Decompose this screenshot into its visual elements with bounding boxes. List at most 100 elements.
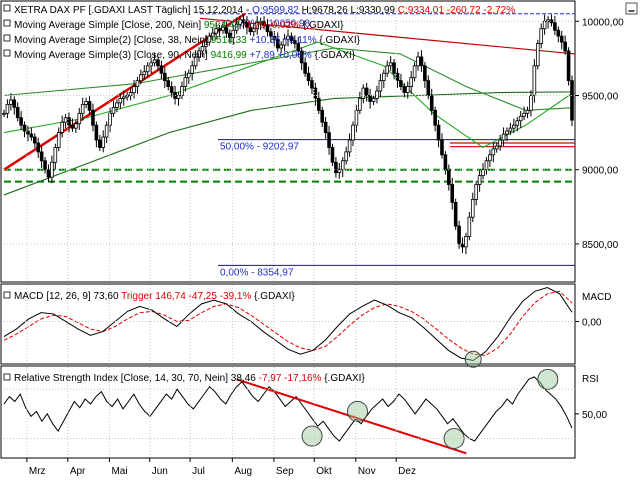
legend-marker-icon bbox=[3, 291, 11, 299]
candle-body bbox=[535, 43, 540, 67]
rsi-line bbox=[3, 376, 573, 442]
candle-body bbox=[313, 87, 318, 99]
candle-body bbox=[467, 216, 472, 237]
candle-body bbox=[279, 44, 283, 49]
candle-body bbox=[197, 50, 201, 58]
candle-body bbox=[166, 80, 171, 87]
candle-body bbox=[258, 20, 263, 24]
candle-body bbox=[245, 22, 249, 28]
candle-body bbox=[74, 123, 78, 129]
candle-body bbox=[186, 72, 191, 79]
candle-body bbox=[234, 23, 239, 31]
candle-body bbox=[508, 127, 513, 132]
candle-body bbox=[101, 136, 106, 148]
candle-body bbox=[334, 161, 338, 174]
price-legend-entry: Moving Average Simple [Close, 200, Nein]… bbox=[14, 20, 344, 31]
candle-body bbox=[378, 80, 383, 92]
candle-body bbox=[2, 112, 6, 115]
candle-body bbox=[77, 112, 82, 125]
candle-body bbox=[19, 117, 23, 126]
macd-trigger-line bbox=[3, 290, 573, 356]
legend-group: XETRA DAX PF [.GDAXI LAST Täglich] 15.12… bbox=[3, 4, 515, 384]
rsi-annotation-circle bbox=[301, 425, 323, 447]
uptrend-line bbox=[3, 12, 246, 171]
legend-part: 9514,33 bbox=[211, 35, 248, 46]
legend-part: 9524,47 bbox=[204, 20, 241, 31]
candle-body bbox=[87, 101, 92, 111]
candle-body bbox=[111, 106, 116, 114]
candle-body bbox=[210, 32, 215, 37]
candle-body bbox=[286, 35, 290, 40]
candle-body bbox=[262, 20, 266, 27]
ma90-line bbox=[3, 47, 573, 111]
candle-body bbox=[327, 132, 331, 148]
fib-level-label: 50,00% - 9202,97 bbox=[220, 142, 299, 153]
rsi-panel bbox=[0, 365, 576, 459]
candle-body bbox=[320, 109, 325, 123]
candle-body bbox=[70, 124, 75, 129]
legend-part: MACD [12, 26, 9] 73,60 bbox=[14, 291, 121, 302]
candle-body bbox=[159, 65, 164, 74]
candle-body bbox=[255, 22, 260, 30]
legend-marker-icon bbox=[3, 34, 11, 42]
candle-body bbox=[340, 160, 345, 171]
month-tick-label: Okt bbox=[316, 466, 332, 477]
candle-body bbox=[440, 139, 444, 156]
candle-body bbox=[337, 169, 342, 174]
candle-body bbox=[518, 115, 523, 122]
axes-group: Mrz Apr Mai Jun Jul Aug Sep Okt Nov Dez 10000,00 95… bbox=[4, 2, 624, 477]
legend-part: -1,79 -0,02% bbox=[240, 20, 300, 31]
candle-body bbox=[416, 56, 420, 67]
candle-body bbox=[15, 106, 20, 119]
candle-body bbox=[248, 26, 253, 33]
candle-body bbox=[63, 117, 68, 123]
candle-body bbox=[5, 103, 10, 114]
candle-body bbox=[149, 62, 153, 67]
candle-body bbox=[405, 86, 410, 93]
candle-body bbox=[330, 147, 335, 163]
legend-part: +10,36 +0,11% bbox=[247, 35, 317, 46]
candle-body bbox=[368, 95, 372, 102]
candle-body bbox=[443, 154, 448, 171]
candle-body bbox=[570, 80, 574, 121]
candle-body bbox=[347, 139, 352, 153]
candle-body bbox=[512, 124, 516, 129]
minimize-icon[interactable] bbox=[625, 2, 638, 15]
candle-body bbox=[412, 65, 417, 79]
legend-part: XETRA DAX PF [.GDAXI LAST Täglich] 15.12… bbox=[14, 5, 252, 16]
candle-body bbox=[272, 35, 277, 40]
candle-body bbox=[56, 132, 61, 148]
legend-part: {.GDAXI} bbox=[317, 35, 361, 46]
candle-body bbox=[67, 117, 71, 126]
month-tick-label: Jul bbox=[192, 466, 205, 477]
candle-body bbox=[354, 109, 359, 126]
macd-legend-entry: MACD [12, 26, 9] 73,60 Trigger 146,74 -4… bbox=[14, 291, 295, 302]
candle-body bbox=[282, 38, 287, 46]
candle-body bbox=[361, 87, 366, 99]
candle-body bbox=[484, 160, 489, 171]
candle-body bbox=[152, 59, 157, 64]
candle-body bbox=[426, 80, 431, 96]
candle-body bbox=[494, 145, 499, 150]
rsi-annotation-circle bbox=[347, 400, 369, 422]
candle-body bbox=[36, 142, 41, 153]
legend-part: Relative Strength Index [Close, 14, 30, … bbox=[14, 373, 259, 384]
candle-body bbox=[180, 86, 184, 96]
candle-body bbox=[423, 65, 427, 82]
candle-body bbox=[532, 65, 537, 96]
legend-part: H:9678,26 L:9330,99 bbox=[299, 5, 398, 16]
legend-part: Trigger 146,74 bbox=[121, 291, 186, 302]
candle-body bbox=[53, 147, 58, 163]
candle-body bbox=[169, 86, 174, 93]
candle-body bbox=[542, 20, 547, 30]
candle-body bbox=[409, 77, 413, 87]
price-y-tick-label: 8500,00 bbox=[582, 240, 619, 251]
candle-body bbox=[303, 62, 307, 74]
legend-marker-icon bbox=[3, 49, 11, 57]
candle-body bbox=[293, 40, 297, 44]
price-legend-entry: Moving Average Simple(3) [Close, 90, Nei… bbox=[14, 50, 356, 61]
candle-body bbox=[200, 46, 205, 52]
candle-body bbox=[364, 87, 369, 96]
